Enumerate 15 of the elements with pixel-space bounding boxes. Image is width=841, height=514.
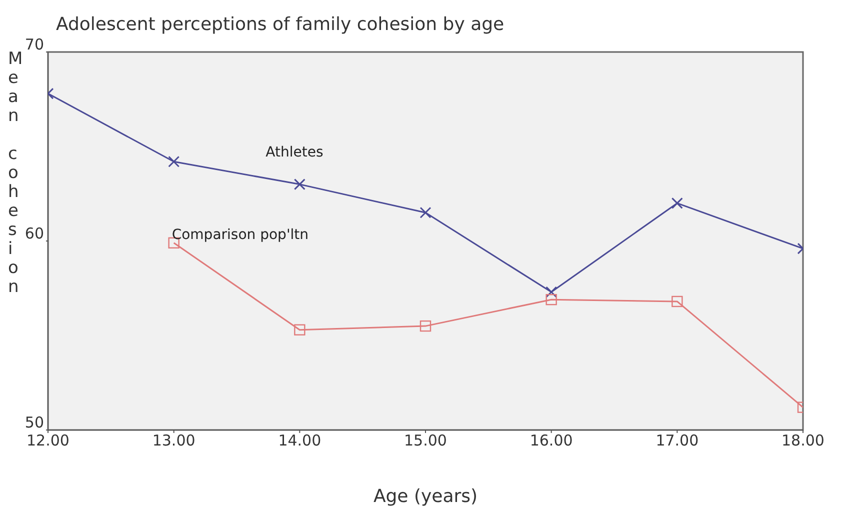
y-tick-label: 70 (24, 35, 44, 54)
x-tick-label: 17.00 (656, 432, 699, 450)
x-tick-label: 12.00 (26, 432, 70, 450)
chart-title: Adolescent perceptions of family cohesion by age (56, 14, 504, 35)
x-tick-label: 13.00 (152, 432, 196, 450)
y-tick-label: 50 (24, 413, 44, 432)
series-label: Athletes (266, 144, 324, 160)
series-label: Comparison pop'ltn (172, 226, 309, 243)
x-tick-label: 16.00 (530, 432, 573, 450)
text: Mean cohesion (8, 49, 23, 297)
y-tick-label: 60 (24, 224, 44, 242)
x-tick-label: 15.00 (404, 432, 447, 450)
x-tick-label: 14.00 (278, 432, 322, 450)
x-tick-label: 18.00 (782, 432, 824, 450)
x-axis-title: Age (years) (373, 486, 478, 507)
